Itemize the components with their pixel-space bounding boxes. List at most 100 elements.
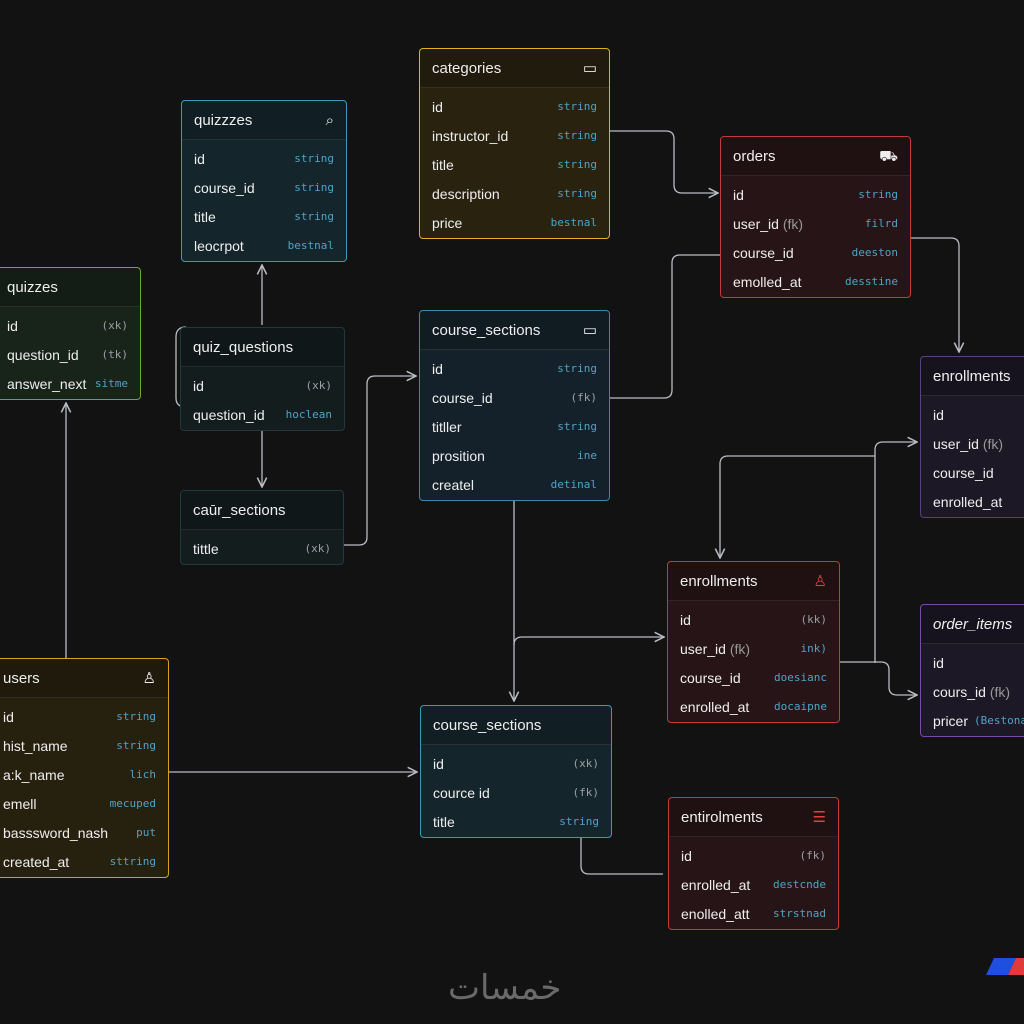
field-row[interactable]: prosition ine: [420, 441, 609, 470]
field-row[interactable]: enolled_att strstnad: [669, 899, 838, 928]
table-header[interactable]: course_sections: [421, 706, 611, 745]
field-row[interactable]: course_id string: [182, 173, 346, 202]
field-row[interactable]: a:k_name lich: [0, 760, 168, 789]
field-name: created_at: [3, 853, 70, 870]
field-row[interactable]: basssword_nash put: [0, 818, 168, 847]
field-row[interactable]: id (xk): [0, 311, 140, 340]
field-row[interactable]: id string: [721, 180, 910, 209]
field-name: id: [432, 360, 443, 377]
table-quizzzes[interactable]: quizzzes ⌕ id string course_id string title str…: [181, 100, 347, 262]
table-header[interactable]: quizzzes ⌕: [182, 101, 346, 140]
field-row[interactable]: id (xk): [421, 749, 611, 778]
field-type: string: [294, 210, 334, 223]
field-row[interactable]: course_id doesianc: [668, 663, 839, 692]
table-header[interactable]: quizzes: [0, 268, 140, 307]
table-title: users: [3, 669, 40, 687]
field-row[interactable]: instructor_id string: [420, 121, 609, 150]
field-row[interactable]: id (xk): [181, 371, 344, 400]
field-row[interactable]: answer_next sitme: [0, 369, 140, 398]
field-row[interactable]: cours_id (fk): [921, 677, 1024, 706]
field-type: bestnal: [550, 216, 597, 229]
field-row[interactable]: id: [921, 400, 1024, 429]
field-row[interactable]: course_id: [921, 458, 1024, 487]
field-row[interactable]: id string: [182, 144, 346, 173]
field-row[interactable]: leocrpot bestnal: [182, 231, 346, 260]
table-enrollments[interactable]: enrollments ♙ id (kk) user_id (fk) ink) course…: [667, 561, 840, 723]
field-row[interactable]: course_id (fk): [420, 383, 609, 412]
table-orders[interactable]: orders ⛟ id string user_id (fk) filrd course_i…: [720, 136, 911, 298]
field-row[interactable]: enrolled_at docaipne: [668, 692, 839, 721]
field-name: user_id (fk): [933, 435, 1004, 452]
field-type: string: [557, 100, 597, 113]
field-name: title: [432, 156, 454, 173]
person-icon: ♙: [813, 572, 827, 590]
field-row[interactable]: description string: [420, 179, 609, 208]
field-row[interactable]: id string: [420, 354, 609, 383]
field-row[interactable]: user_id (fk) filrd: [721, 209, 910, 238]
table-enrollments[interactable]: enrollments id user_id (fk) course_id enroll…: [920, 356, 1024, 518]
field-type: doesianc: [774, 671, 827, 684]
field-row[interactable]: title string: [182, 202, 346, 231]
table-header[interactable]: orders ⛟: [721, 137, 910, 176]
field-row[interactable]: id: [921, 648, 1024, 677]
field-row[interactable]: pricer (Bestona: [921, 706, 1024, 735]
field-row[interactable]: tittle (xk): [181, 534, 343, 563]
field-name: course_id: [194, 179, 255, 196]
field-type: bestnal: [287, 239, 334, 252]
table-header[interactable]: quiz_questions: [181, 328, 344, 367]
field-row[interactable]: created_at sttring: [0, 847, 168, 876]
field-type: (fk): [572, 786, 600, 799]
field-row[interactable]: title string: [420, 150, 609, 179]
table-header[interactable]: enrollments: [921, 357, 1024, 396]
field-row[interactable]: createl detinal: [420, 470, 609, 499]
table-title: entirolments: [681, 808, 763, 826]
field-row[interactable]: id (fk): [669, 841, 838, 870]
field-name: id: [933, 406, 944, 423]
table-header[interactable]: course_sections ▭: [420, 311, 609, 350]
table-header[interactable]: categories ▭: [420, 49, 609, 88]
field-row[interactable]: enrolled_at: [921, 487, 1024, 516]
table-header[interactable]: users ♙: [0, 659, 168, 698]
table-title: quiz_questions: [193, 338, 294, 356]
field-name: price: [432, 214, 463, 231]
table-course-sections[interactable]: course_sections id (xk) cource id (fk) title s…: [420, 705, 612, 838]
field-name: id: [193, 377, 204, 394]
field-row[interactable]: cource id (fk): [421, 778, 611, 807]
field-row[interactable]: question_id hoclean: [181, 400, 344, 429]
field-type: put: [136, 826, 156, 839]
table-header[interactable]: entirolments ☰: [669, 798, 838, 837]
field-row[interactable]: question_id (tk): [0, 340, 140, 369]
field-type: string: [557, 187, 597, 200]
field-row[interactable]: emell mecuped: [0, 789, 168, 818]
field-row[interactable]: hist_name string: [0, 731, 168, 760]
table-car-sections[interactable]: caūr_sections tittle (xk): [180, 490, 344, 565]
table-title: caūr_sections: [193, 501, 286, 519]
table-categories[interactable]: categories ▭ id string instructor_id string ti…: [419, 48, 610, 239]
field-row[interactable]: title string: [421, 807, 611, 836]
table-entirolments[interactable]: entirolments ☰ id (fk) enrolled_at destcnde en…: [668, 797, 839, 930]
field-row[interactable]: enrolled_at destcnde: [669, 870, 838, 899]
field-row[interactable]: id string: [0, 702, 168, 731]
field-name: a:k_name: [3, 766, 65, 783]
table-quiz-questions[interactable]: quiz_questions id (xk) question_id hoclean: [180, 327, 345, 431]
field-row[interactable]: price bestnal: [420, 208, 609, 237]
table-course-sections[interactable]: course_sections ▭ id string course_id (fk) tit…: [419, 310, 610, 501]
table-header[interactable]: caūr_sections: [181, 491, 343, 530]
field-name: id: [3, 708, 14, 725]
table-header[interactable]: enrollments ♙: [668, 562, 839, 601]
field-row[interactable]: id (kk): [668, 605, 839, 634]
field-name: prosition: [432, 447, 485, 464]
field-row[interactable]: user_id (fk): [921, 429, 1024, 458]
table-quizzes[interactable]: quizzes id (xk) question_id (tk) answer_next s…: [0, 267, 141, 400]
table-users[interactable]: users ♙ id string hist_name string a:k_name lic…: [0, 658, 169, 878]
field-name: id: [933, 654, 944, 671]
field-row[interactable]: titller string: [420, 412, 609, 441]
table-header[interactable]: order_items: [921, 605, 1024, 644]
table-title: categories: [432, 59, 502, 77]
field-row[interactable]: id string: [420, 92, 609, 121]
field-name: enrolled_at: [680, 698, 750, 715]
field-row[interactable]: course_id deeston: [721, 238, 910, 267]
field-row[interactable]: emolled_at desstine: [721, 267, 910, 296]
field-row[interactable]: user_id (fk) ink): [668, 634, 839, 663]
